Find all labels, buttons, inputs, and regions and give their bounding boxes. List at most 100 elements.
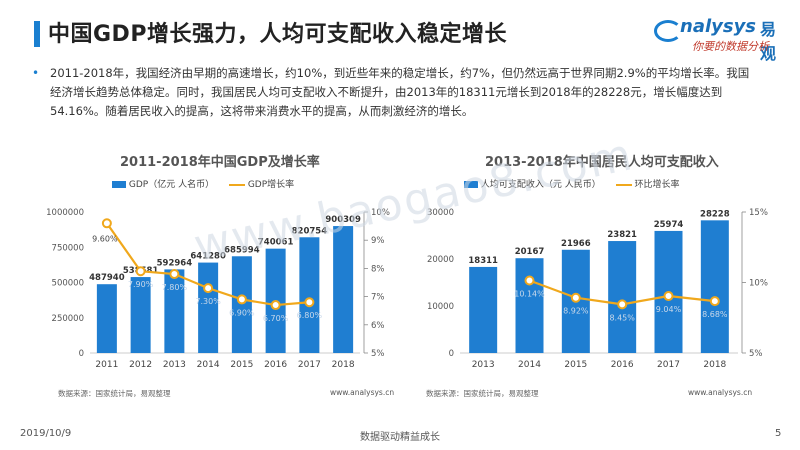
income-x-tick-label: 2015	[564, 360, 587, 370]
income-y-tick-label: 10000	[427, 302, 454, 312]
gdp-rate-label: 9.60%	[92, 234, 118, 243]
income-bar-label: 21966	[561, 239, 591, 249]
income-rate-point	[570, 292, 581, 303]
legend-income: 人均可支配收入（元 人民币）	[480, 180, 601, 190]
gdp-chart-site: www.analysys.cn	[330, 388, 395, 397]
legend-gdp-rate: GDP增长率	[247, 180, 295, 190]
gdp-y2-tick-label: 9%	[371, 236, 385, 246]
gdp-y2-tick-label: 6%	[371, 321, 385, 331]
legend-bar-swatch	[464, 181, 478, 188]
income-bar-label: 18311	[468, 256, 498, 266]
income-rate-label: 9.04%	[656, 305, 682, 314]
gdp-x-tick-label: 2013	[163, 360, 186, 370]
income-rate-point	[663, 291, 674, 302]
income-rate-label: 10.14%	[514, 290, 545, 299]
gdp-bar-label: 487940	[89, 273, 125, 283]
legend-gdp: GDP（亿元 人名币）	[128, 180, 215, 190]
income-bar-label: 20167	[515, 247, 545, 257]
gdp-rate-point	[270, 300, 281, 311]
footer-date: 2019/10/9	[20, 428, 72, 439]
legend-line-swatch	[615, 183, 632, 186]
gdp-rate-point	[135, 266, 146, 277]
income-chart: 0 10000 20000 30000 5% 10% 15% 18311 2013 20167 20…	[427, 208, 768, 370]
gdp-bar-label: 641280	[190, 252, 226, 262]
income-chart-site: www.analysys.cn	[688, 388, 753, 397]
gdp-y-tick-label: 0	[79, 349, 84, 359]
income-chart-source: 数据来源：国家统计局，易观整理	[426, 389, 539, 398]
footer-tagline: 数据驱动精益成长	[360, 432, 440, 443]
income-x-tick-label: 2013	[472, 360, 495, 370]
gdp-rate-point	[101, 218, 112, 229]
gdp-y-tick-label: 250000	[52, 314, 84, 324]
gdp-bar	[333, 226, 354, 353]
page-number: 5	[775, 428, 782, 439]
gdp-x-tick-label: 2018	[332, 360, 355, 370]
gdp-bar-label: 820754	[292, 226, 328, 236]
logo-brand: nalysys	[680, 16, 757, 37]
gdp-x-tick-label: 2014	[197, 360, 220, 370]
logo-brand-cn: 易观	[760, 20, 777, 63]
income-bar	[515, 258, 544, 353]
summary-text: 2011-2018年，我国经济由早期的高速增长，约10%，到近些年来的稳定增长，…	[50, 66, 750, 118]
gdp-chart-source: 数据来源：国家统计局，易观整理	[58, 389, 171, 398]
gdp-bar	[198, 262, 219, 353]
gdp-rate-label: 7.30%	[195, 297, 221, 306]
gdp-y2-tick-label: 10%	[371, 208, 390, 218]
gdp-rate-label: 7.80%	[162, 283, 188, 292]
gdp-chart-legend: GDP（亿元 人名币） GDP增长率	[112, 177, 294, 190]
income-rate-point	[524, 275, 535, 286]
income-rate-label: 8.92%	[563, 307, 589, 316]
income-bar	[608, 241, 637, 353]
legend-income-rate: 环比增长率	[634, 180, 680, 190]
gdp-bar-label: 685994	[224, 245, 260, 255]
gdp-x-tick-label: 2016	[264, 360, 287, 370]
gdp-bar-label: 740061	[258, 238, 294, 248]
gdp-rate-point	[236, 294, 247, 305]
gdp-y-tick-label: 750000	[52, 243, 84, 253]
gdp-bar	[299, 237, 320, 353]
page-title: 中国GDP增长强力，人均可支配收入稳定增长	[48, 22, 507, 47]
income-chart-legend: 人均可支配收入（元 人民币） 环比增长率	[464, 177, 680, 190]
gdp-x-tick-label: 2015	[230, 360, 253, 370]
gdp-y2-tick-label: 8%	[371, 264, 385, 274]
analysys-logo: nalysys 易观 你要的数据分析	[650, 14, 790, 63]
income-y-tick-label: 30000	[427, 208, 454, 218]
gdp-bar	[130, 277, 151, 353]
income-bar-label: 28228	[700, 209, 730, 219]
income-rate-point	[617, 299, 628, 310]
income-y-tick-label: 0	[449, 349, 454, 359]
gdp-bar-label: 592964	[157, 258, 193, 268]
gdp-y2-tick-label: 7%	[371, 293, 385, 303]
income-rate-label: 8.68%	[702, 310, 728, 319]
gdp-rate-label: 7.90%	[128, 280, 154, 289]
gdp-x-tick-label: 2017	[298, 360, 321, 370]
logo-slogan: 你要的数据分析	[692, 40, 769, 53]
gdp-rate-label: 6.80%	[297, 311, 323, 320]
income-x-tick-label: 2018	[703, 360, 726, 370]
gdp-x-tick-label: 2012	[129, 360, 152, 370]
income-y2-tick-label: 15%	[749, 208, 768, 218]
gdp-y-tick-label: 500000	[52, 279, 84, 289]
income-rate-point	[709, 296, 720, 307]
income-rate-label: 8.45%	[609, 313, 635, 322]
income-y2-tick-label: 10%	[749, 279, 768, 289]
legend-line-swatch	[228, 183, 245, 186]
gdp-rate-point	[169, 269, 180, 280]
gdp-rate-point	[203, 283, 214, 294]
gdp-rate-label: 6.90%	[229, 308, 255, 317]
analysys-logo-icon	[654, 20, 682, 42]
title-accent-bar	[34, 21, 40, 47]
legend-bar-swatch	[112, 181, 126, 188]
gdp-x-tick-label: 2011	[95, 360, 118, 370]
income-bar-label: 25974	[654, 220, 684, 230]
gdp-chart-title: 2011-2018年中国GDP及增长率	[120, 155, 320, 170]
income-x-tick-label: 2014	[518, 360, 541, 370]
gdp-bar	[164, 269, 185, 353]
income-y2-tick-label: 5%	[749, 349, 763, 359]
summary-paragraph: • 2011-2018年，我国经济由早期的高速增长，约10%，到近些年来的稳定增…	[32, 64, 750, 121]
income-chart-title: 2013-2018年中国居民人均可支配收入	[485, 155, 719, 170]
gdp-chart: 0 250000 500000 750000 1000000 5% 6% 7% 8% 9% 10% 4…	[46, 208, 390, 370]
gdp-bar	[96, 284, 117, 353]
gdp-bar-label: 900309	[325, 215, 361, 225]
income-x-tick-label: 2017	[657, 360, 680, 370]
